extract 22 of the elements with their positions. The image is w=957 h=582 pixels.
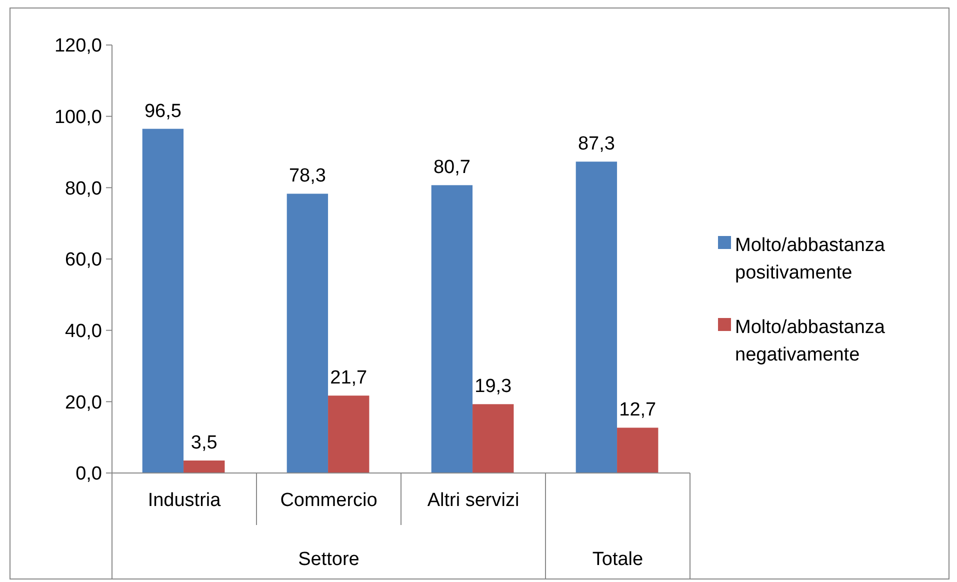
y-tick-label: 20,0 (65, 392, 102, 414)
data-label: 21,7 (330, 368, 368, 389)
data-label: 78,3 (288, 166, 326, 187)
y-tick-label: 80,0 (65, 178, 102, 200)
y-tick-label: 60,0 (65, 250, 102, 271)
x-tick-label: Altri servizi (427, 490, 520, 511)
y-tick-label: 120,0 (54, 36, 102, 57)
x-tick-label: Commercio (280, 490, 378, 511)
legend-label: Molto/abbastanza positivamente (735, 235, 886, 284)
text: Settore (298, 549, 360, 570)
y-tick-label: 0,0 (76, 464, 102, 485)
data-label: 3,5 (190, 432, 218, 454)
data-label: 19,3 (474, 376, 512, 398)
y-tick-label: 100,0 (54, 106, 102, 128)
data-label: 80,7 (433, 157, 470, 178)
legend-label: Molto/abbastanza negativamente (735, 317, 886, 366)
y-tick-label: 40,0 (65, 320, 102, 342)
data-label: 96,5 (144, 100, 182, 122)
x-tick-label: Industria (148, 490, 222, 511)
text: Totale (592, 549, 644, 570)
data-label: 87,3 (578, 134, 615, 155)
data-label: 12,7 (619, 400, 656, 421)
